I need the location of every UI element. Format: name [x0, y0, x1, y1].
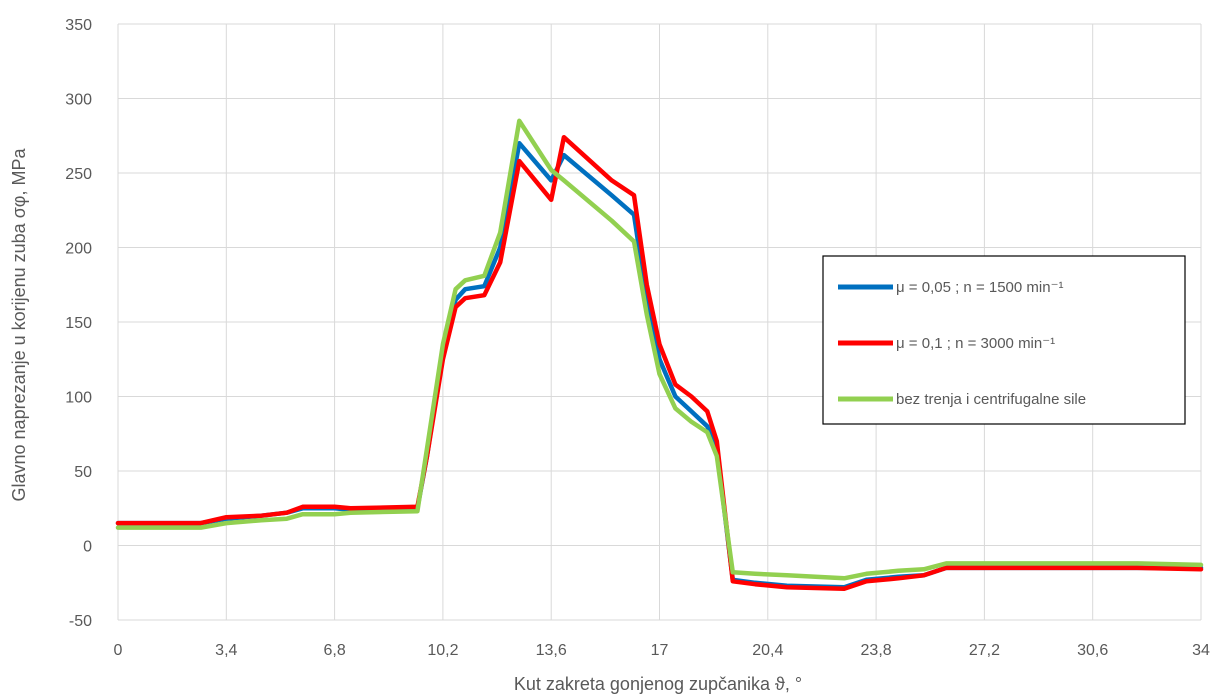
- y-tick-label: 350: [65, 17, 92, 34]
- x-tick-label: 20,4: [752, 642, 783, 659]
- y-tick-label: 100: [65, 390, 92, 407]
- x-axis-ticks: 0 3,4 6,8 10,2 13,6 17 20,4 23,8 27,2 30,6 34: [114, 642, 1210, 659]
- x-tick-label: 27,2: [969, 642, 1000, 659]
- legend-box: [822, 255, 1186, 425]
- y-axis-title: Glavno naprezanje u korijenu zuba σφ, MP…: [9, 148, 29, 502]
- y-axis-ticks: -50 0 50 100 150 200 250 300 350: [65, 17, 92, 630]
- x-tick-label: 17: [651, 642, 669, 659]
- series-line-3: [115, 118, 1204, 581]
- series-line-2: [115, 134, 1204, 591]
- x-tick-label: 6,8: [323, 642, 345, 659]
- x-tick-label: 34: [1192, 642, 1210, 659]
- y-tick-label: 300: [65, 92, 92, 109]
- y-tick-label: 200: [65, 241, 92, 258]
- y-tick-label: 250: [65, 166, 92, 183]
- x-tick-label: 0: [114, 642, 123, 659]
- y-tick-label: 150: [65, 315, 92, 332]
- legend-label-2: μ = 0,1 ; n = 3000 min⁻¹: [896, 335, 1055, 352]
- x-tick-label: 13,6: [536, 642, 567, 659]
- x-tick-label: 23,8: [861, 642, 892, 659]
- x-tick-label: 10,2: [427, 642, 458, 659]
- grid: [117, 23, 1202, 621]
- y-tick-label: 50: [74, 464, 92, 481]
- x-tick-label: 3,4: [215, 642, 237, 659]
- legend-label-3: bez trenja i centrifugalne sile: [896, 391, 1086, 408]
- y-tick-label: -50: [69, 613, 92, 630]
- y-tick-label: 0: [83, 539, 92, 556]
- legend: μ = 0,05 ; n = 1500 min⁻¹ μ = 0,1 ; n = 3…: [822, 255, 1186, 425]
- legend-label-1: μ = 0,05 ; n = 1500 min⁻¹: [896, 279, 1064, 296]
- series-lines: [115, 118, 1204, 591]
- x-tick-label: 30,6: [1077, 642, 1108, 659]
- x-axis-title: Kut zakreta gonjenog zupčanika ϑ, °: [514, 674, 802, 694]
